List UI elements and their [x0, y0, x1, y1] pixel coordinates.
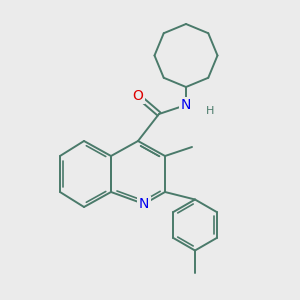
Text: H: H	[206, 106, 214, 116]
Text: N: N	[139, 197, 149, 211]
Text: O: O	[133, 89, 143, 103]
Text: N: N	[181, 98, 191, 112]
